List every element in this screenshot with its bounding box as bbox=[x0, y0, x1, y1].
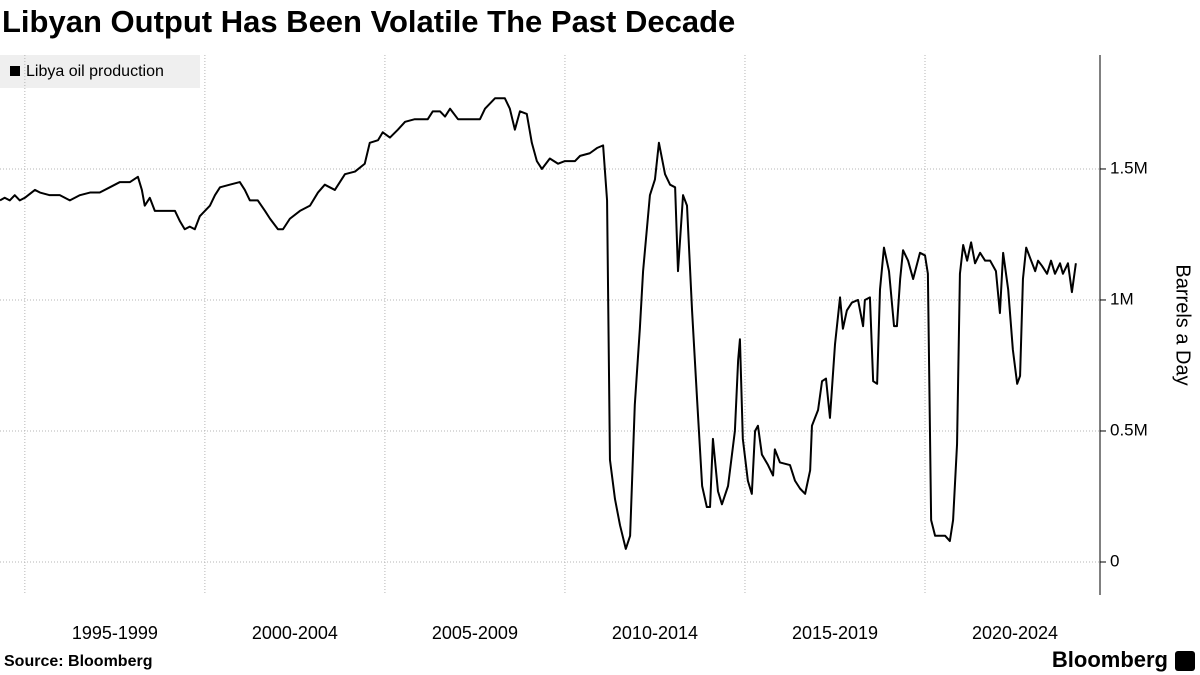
x-tick-label: 2015-2019 bbox=[792, 623, 878, 643]
y-tick-label: 1.5M bbox=[1110, 158, 1148, 177]
legend-label: Libya oil production bbox=[26, 63, 164, 80]
x-tick-label: 2000-2004 bbox=[252, 623, 338, 643]
source: Source: Bloomberg bbox=[4, 653, 152, 670]
brand: Bloomberg bbox=[1052, 647, 1168, 672]
x-tick-label: 2010-2014 bbox=[612, 623, 698, 643]
x-tick-label: 2005-2009 bbox=[432, 623, 518, 643]
y-tick-label: 0 bbox=[1110, 551, 1119, 570]
legend-box bbox=[0, 55, 200, 88]
x-tick-label: 1995-1999 bbox=[72, 623, 158, 643]
y-tick-label: 0.5M bbox=[1110, 420, 1148, 439]
y-axis-label: Barrels a Day bbox=[1172, 264, 1194, 385]
legend-swatch bbox=[10, 66, 20, 76]
chart-title: Libyan Output Has Been Volatile The Past… bbox=[2, 4, 735, 39]
x-tick-label: 2020-2024 bbox=[972, 623, 1058, 643]
line-series bbox=[0, 97, 1077, 550]
brand-icon bbox=[1175, 651, 1195, 671]
y-tick-label: 1M bbox=[1110, 289, 1134, 308]
